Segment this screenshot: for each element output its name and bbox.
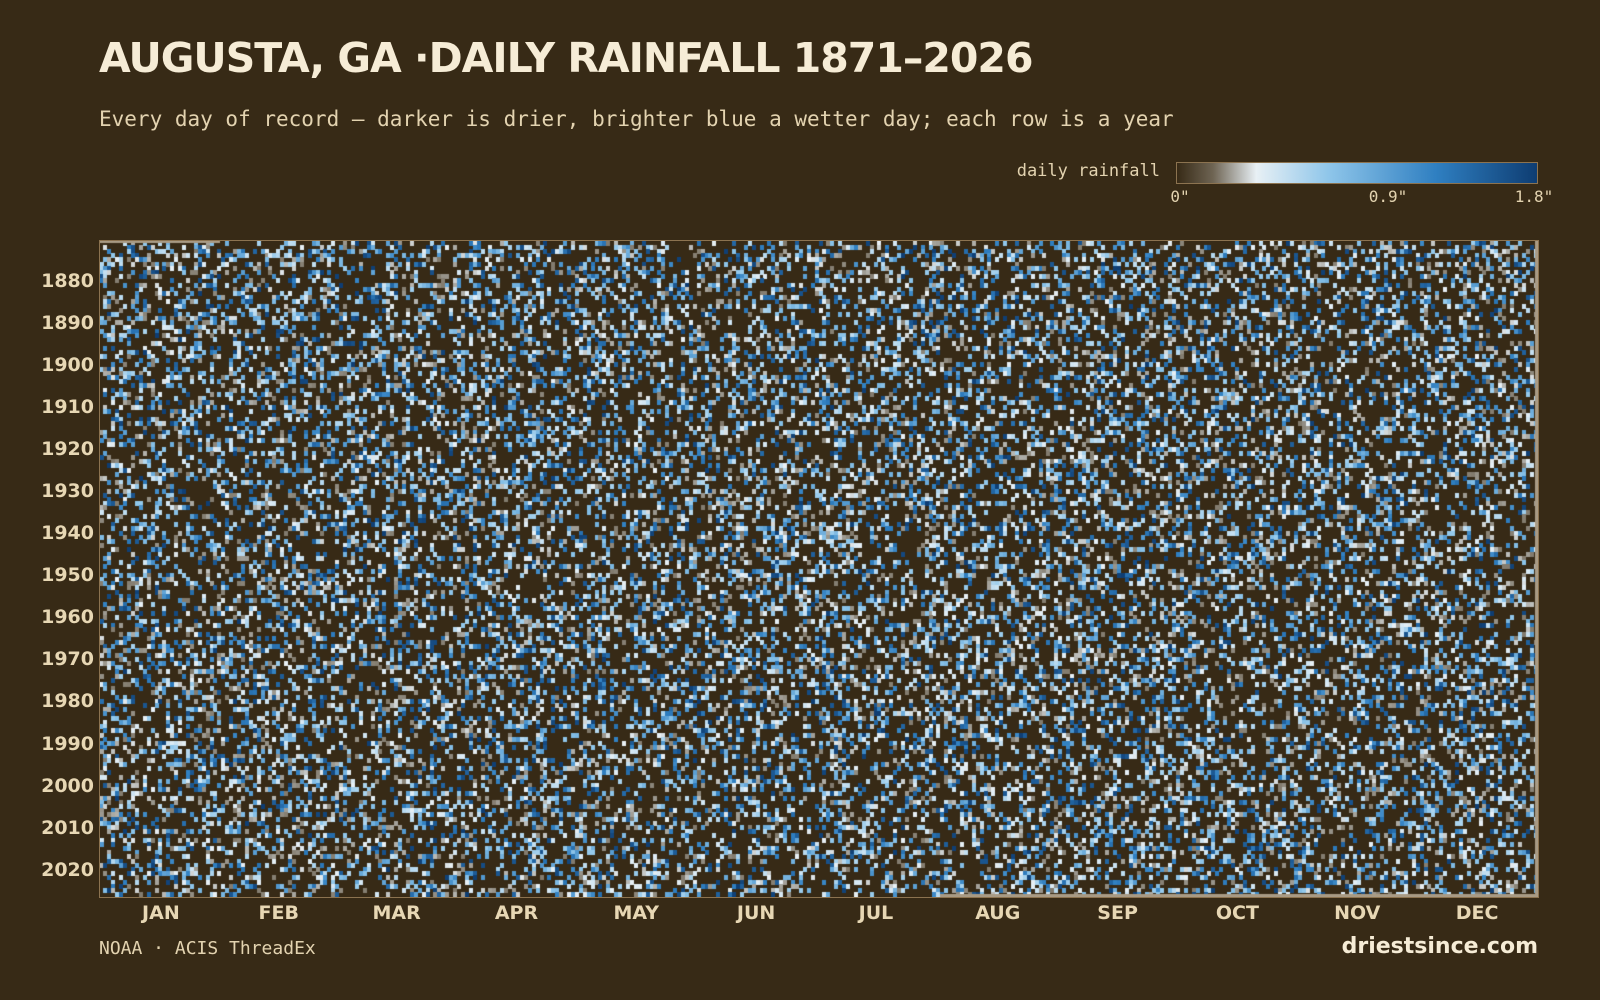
brand-link[interactable]: driestsince.com [1341,934,1538,959]
y-tick-label: 1940 [41,522,94,545]
source-credit: NOAA · ACIS ThreadEx [99,938,316,959]
x-tick-label: FEB [258,902,299,924]
x-tick-label: JUL [858,902,894,924]
x-tick-label: NOV [1334,902,1381,924]
legend-title: daily rainfall [1016,161,1160,181]
heatmap-plot-area [99,240,1539,898]
y-tick-label: 1960 [41,606,94,629]
y-tick-label: 1950 [41,564,94,587]
legend-tick-mid: 0.9" [1368,187,1408,206]
y-tick-label: 1990 [41,732,94,755]
chart-subtitle: Every day of record — darker is drier, b… [99,107,1174,131]
y-tick-label: 1900 [41,354,94,377]
y-tick-label: 2010 [41,816,94,839]
y-tick-label: 2020 [41,858,94,881]
y-tick-label: 1980 [41,690,94,713]
x-tick-label: JUN [736,902,776,924]
y-tick-label: 1890 [41,312,94,334]
y-tick-label: 1920 [41,438,94,461]
x-tick-label: APR [494,902,539,924]
x-tick-label: DEC [1455,902,1499,924]
y-tick-label: 1880 [41,269,94,292]
x-tick-label: JAN [142,902,180,924]
x-tick-label: MAY [613,902,660,924]
chart-title: AUGUSTA, GA ·DAILY RAINFALL 1871–2026 [99,34,1033,82]
x-tick-label: OCT [1215,902,1259,924]
x-tick-label: AUG [975,902,1021,924]
y-tick-label: 1910 [41,396,94,419]
heatmap-cells [100,241,1538,897]
legend-tick-max: 1.8" [1514,187,1554,206]
legend-color-bar [1176,162,1538,184]
legend-tick-min: 0" [1170,187,1190,206]
y-tick-label: 2000 [41,774,94,797]
x-tick-label: SEP [1097,902,1138,924]
x-tick-label: MAR [372,902,421,924]
y-tick-label: 1970 [41,648,94,671]
y-tick-label: 1930 [41,480,94,503]
